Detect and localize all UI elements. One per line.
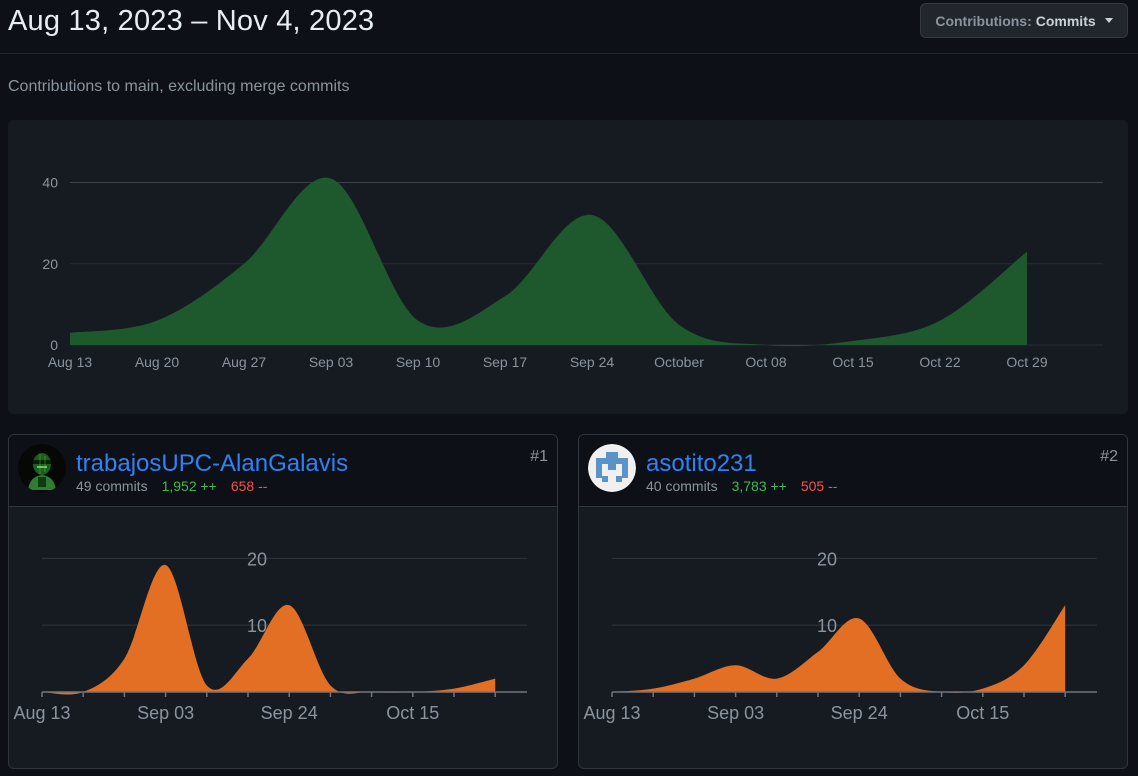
x-tick-label: Oct 15: [832, 354, 873, 370]
x-tick-label: Aug 13: [583, 703, 640, 723]
caret-down-icon: [1104, 18, 1113, 23]
x-tick-label: Sep 17: [483, 354, 528, 370]
contributions-type-dropdown[interactable]: Contributions: Commits: [920, 3, 1128, 38]
additions-count: 1,952 ++: [161, 478, 217, 494]
hacker-avatar-icon[interactable]: [18, 444, 66, 492]
contributor-card-1: trabajosUPC-AlanGalavis 49 commits 1,952 …: [8, 434, 558, 769]
contributor-chart: 10 20 Aug 13 Sep 03 Sep 24 Oct 15: [13, 549, 527, 723]
contributor-chart: 10 20 Aug 13 Sep 03 Sep 24 Oct 15: [583, 549, 1097, 723]
x-tick-label: Oct 29: [1006, 354, 1047, 370]
commits-area: [70, 177, 1027, 347]
x-tick-label: Aug 20: [135, 354, 180, 370]
y-tick-label: 10: [817, 616, 837, 636]
dropdown-key-label: Contributions:: [935, 12, 1032, 29]
date-range-title: Aug 13, 2023 – Nov 4, 2023: [8, 5, 375, 37]
commit-count: 49 commits: [76, 478, 148, 494]
identicon-avatar-icon[interactable]: [588, 444, 636, 492]
page-header: Aug 13, 2023 – Nov 4, 2023 Contributions…: [0, 0, 1138, 54]
additions-count: 3,783 ++: [731, 478, 787, 494]
x-tick-label: Sep 03: [707, 703, 764, 723]
y-tick-label: 40: [42, 175, 58, 191]
deletions-count: 658 --: [230, 478, 268, 494]
commit-count: 40 commits: [646, 478, 718, 494]
x-tick-label: October: [654, 354, 704, 370]
contributor-rank: #2: [1100, 448, 1118, 465]
contributor-card-header: asotito231 40 commits 3,783 ++ 505 -- #2: [579, 435, 1127, 507]
chart-subtitle: Contributions to main, excluding merge c…: [8, 78, 350, 95]
x-tick-label: Oct 15: [956, 703, 1009, 723]
contributor-card-header: trabajosUPC-AlanGalavis 49 commits 1,952 …: [9, 435, 557, 507]
x-tick-label: Sep 03: [309, 354, 354, 370]
dropdown-value-label: Commits: [1035, 12, 1096, 29]
contributor-commits-area: [612, 605, 1066, 693]
x-tick-label: Sep 24: [831, 703, 888, 723]
y-tick-label: 20: [42, 256, 58, 272]
x-tick-label: Oct 15: [386, 703, 439, 723]
x-tick-label: Sep 10: [396, 354, 441, 370]
deletions-count: 505 --: [800, 478, 838, 494]
main-chart-svg: 0 20 40 Aug 13 Aug 20 Aug 27 Sep 03 Sep 10 Sep 1…: [42, 175, 1103, 370]
contributor-card-2: asotito231 40 commits 3,783 ++ 505 -- #2 1…: [578, 434, 1128, 769]
contributor-stats: 40 commits 3,783 ++ 505 --: [646, 478, 837, 494]
x-tick-label: Aug 13: [13, 703, 70, 723]
x-tick-label: Sep 03: [137, 703, 194, 723]
x-tick-label: Sep 24: [261, 703, 318, 723]
main-commits-chart: 0 20 40 Aug 13 Aug 20 Aug 27 Sep 03 Sep 10 Sep 1…: [8, 120, 1128, 414]
y-tick-label: 20: [817, 549, 837, 569]
contributor-commits-area: [42, 564, 496, 695]
contributor-stats: 49 commits 1,952 ++ 658 --: [76, 478, 267, 494]
contributor-username-link[interactable]: asotito231: [646, 450, 757, 477]
y-tick-label: 20: [247, 549, 267, 569]
x-tick-label: Oct 08: [745, 354, 786, 370]
x-tick-label: Sep 24: [570, 354, 615, 370]
x-tick-label: Aug 27: [222, 354, 267, 370]
contributor-username-link[interactable]: trabajosUPC-AlanGalavis: [76, 450, 349, 477]
x-tick-label: Aug 13: [48, 354, 93, 370]
y-tick-label: 0: [50, 337, 58, 353]
contributor-rank: #1: [530, 448, 548, 465]
y-tick-label: 10: [247, 616, 267, 636]
x-tick-label: Oct 22: [919, 354, 960, 370]
